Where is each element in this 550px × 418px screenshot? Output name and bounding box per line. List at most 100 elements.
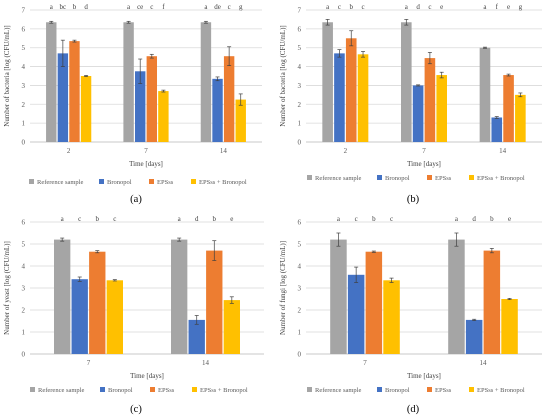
significance-letter: a	[337, 215, 341, 223]
x-tick-label: 14	[499, 147, 507, 155]
bar	[223, 56, 235, 143]
significance-letter: c	[338, 3, 341, 11]
bar	[158, 91, 169, 142]
legend-swatch	[377, 387, 382, 392]
bar	[106, 280, 123, 354]
significance-letter: b	[96, 215, 100, 223]
significance-letter: a	[127, 3, 131, 11]
y-tick-label: 3	[298, 82, 302, 90]
legend-swatch	[99, 179, 104, 184]
bar	[347, 274, 365, 354]
y-tick-label: 1	[298, 120, 302, 128]
legend-label: Reference sample	[37, 179, 83, 186]
bar	[436, 75, 447, 142]
bar	[330, 239, 347, 354]
bar	[345, 38, 357, 142]
significance-letter: g	[519, 3, 523, 11]
panel-b: 0 1 2 3 4 5 6 7 Number of bacteria [log (CFU/mL)…	[279, 3, 542, 205]
significance-letter: b	[213, 215, 217, 223]
bar	[465, 319, 483, 354]
significance-letter: d	[84, 3, 88, 11]
bar	[334, 53, 345, 142]
bar	[491, 117, 503, 142]
x-tick-label: 14	[220, 147, 228, 155]
bar	[188, 319, 205, 354]
x-axis-title: Time [days]	[407, 160, 441, 168]
significance-letter: b	[73, 3, 77, 11]
x-tick-label: 2	[67, 147, 71, 155]
legend-label: EPSss	[157, 179, 174, 186]
significance-letter: c	[355, 215, 358, 223]
x-tick-label: 14	[480, 359, 488, 367]
significance-letter: c	[228, 3, 231, 11]
bar	[69, 41, 80, 142]
x-tick-label: 2	[344, 147, 348, 155]
y-tick-label: 5	[298, 44, 302, 52]
bar	[479, 47, 491, 142]
significance-letter: b	[372, 215, 376, 223]
legend-label: EPSss	[435, 387, 452, 394]
significance-letter: c	[361, 3, 364, 11]
x-tick-label: 7	[422, 147, 426, 155]
y-tick-label: 6	[22, 219, 26, 227]
y-tick-label: 2	[298, 101, 302, 109]
legend-swatch	[307, 387, 312, 392]
bar	[515, 94, 526, 142]
y-axis-title: Number of bacteria [log (CFU/mL)]	[279, 25, 287, 126]
significance-letter: a	[483, 3, 487, 11]
significance-letter: d	[416, 3, 420, 11]
legend-swatch	[307, 175, 312, 180]
bar	[135, 71, 146, 142]
legend-swatch	[191, 179, 196, 184]
significance-letter: e	[508, 215, 511, 223]
significance-letter: a	[455, 215, 459, 223]
bar	[235, 99, 246, 142]
legend-label: EPSss + Bronopol	[477, 387, 525, 394]
significance-letter: ce	[137, 3, 143, 11]
legend-swatch	[469, 175, 474, 180]
y-tick-label: 4	[298, 63, 302, 71]
y-axis-title: Number of fungi [log (CFU/mL)]	[279, 241, 287, 335]
legend-label: Reference sample	[38, 387, 84, 394]
legend-swatch	[377, 175, 382, 180]
bar	[223, 300, 240, 354]
y-tick-label: 3	[298, 285, 302, 293]
legend-label: Bronopol	[385, 175, 410, 182]
bar	[212, 78, 223, 142]
bar	[200, 22, 212, 143]
y-tick-label: 3	[22, 285, 26, 293]
legend-swatch	[149, 179, 154, 184]
y-tick-label: 5	[298, 241, 302, 249]
panel-label: (a)	[130, 194, 142, 205]
y-tick-label: 5	[22, 44, 26, 52]
y-tick-label: 1	[22, 329, 26, 337]
legend-label: EPSss + Bronopol	[199, 179, 247, 186]
panel-a: 0 1 2 3 4 5 6 7 Number of bacteria [log (CFU/mL)…	[3, 3, 262, 205]
bar	[146, 56, 157, 143]
x-tick-label: 7	[144, 147, 148, 155]
y-tick-label: 7	[298, 7, 302, 15]
y-tick-label: 0	[22, 351, 26, 359]
bar	[448, 239, 465, 354]
legend-swatch	[29, 179, 34, 184]
bar	[322, 22, 333, 143]
y-tick-label: 6	[22, 25, 26, 33]
y-tick-label: 4	[298, 263, 302, 271]
significance-letter: a	[204, 3, 208, 11]
bar	[54, 239, 71, 354]
significance-letter: a	[50, 3, 54, 11]
legend-swatch	[150, 387, 155, 392]
bar	[89, 251, 106, 354]
panel-label: (b)	[407, 194, 420, 205]
bar	[412, 85, 424, 142]
significance-letter: c	[428, 3, 431, 11]
y-tick-label: 6	[298, 25, 302, 33]
panel-label: (d)	[407, 404, 420, 415]
significance-letter: c	[78, 215, 81, 223]
y-tick-label: 0	[298, 351, 302, 359]
y-tick-label: 3	[22, 82, 26, 90]
significance-letter: c	[113, 215, 116, 223]
y-axis-title: Number of yeast [log (CFU/mL)]	[3, 241, 11, 335]
legend-swatch	[427, 387, 432, 392]
